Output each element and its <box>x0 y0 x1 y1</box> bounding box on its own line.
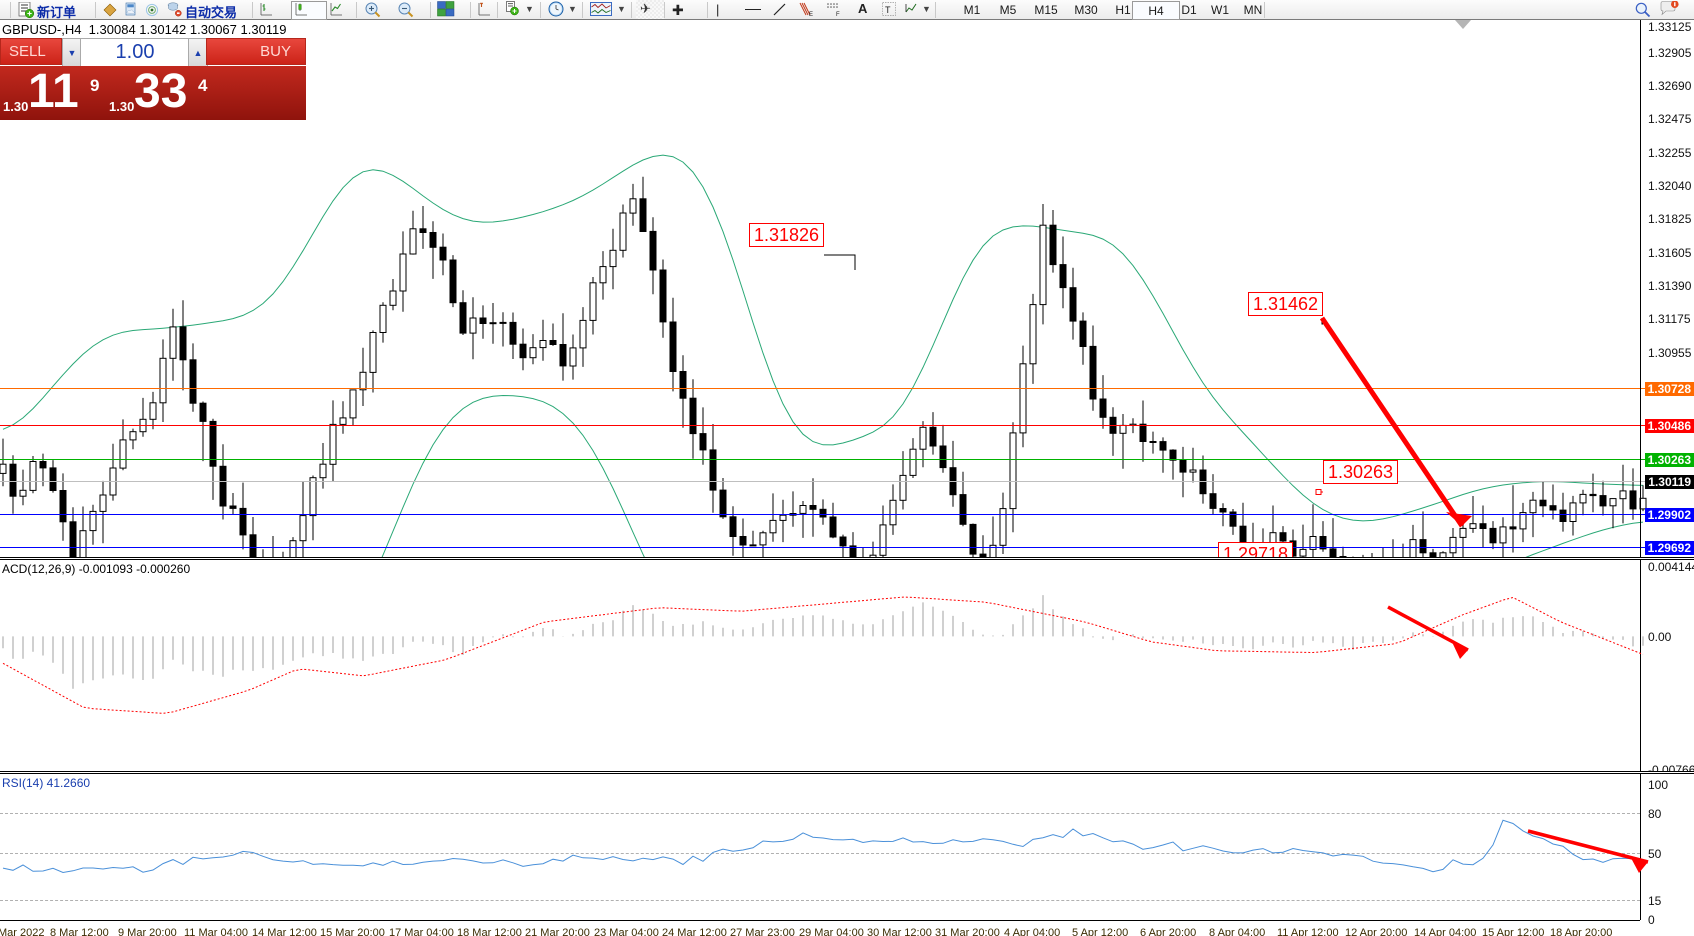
svg-text:T: T <box>885 5 891 15</box>
svg-text:F: F <box>836 12 840 18</box>
svg-text:E: E <box>809 12 813 17</box>
